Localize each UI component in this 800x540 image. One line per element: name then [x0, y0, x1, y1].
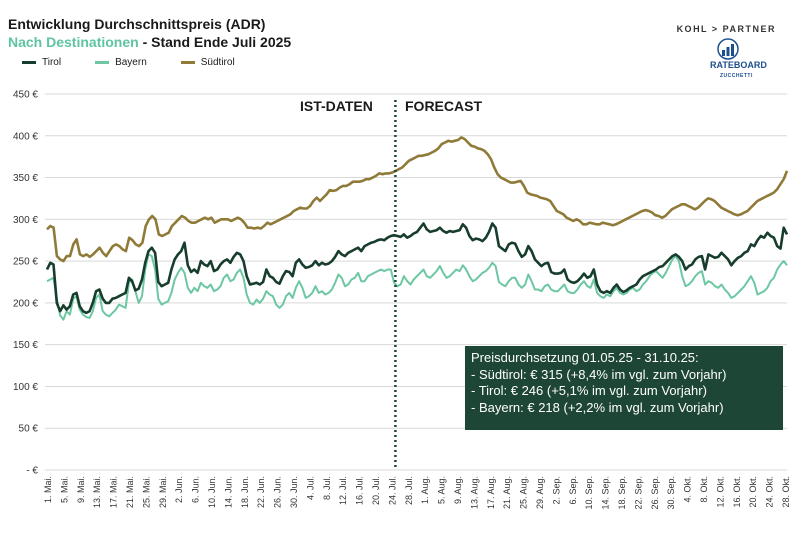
x-tick-label: 1. Mai. [43, 476, 53, 503]
y-tick-label: 50 € [19, 424, 39, 435]
x-tick-label: 9. Mai. [76, 476, 86, 503]
rateboard-logo-text: RATEBOARD [710, 60, 767, 70]
legend-label-suedtirol: Südtirol [200, 57, 235, 68]
x-tick-label: 17. Aug. [486, 476, 496, 509]
x-tick-label: 20. Jul. [371, 476, 381, 505]
x-tick-label: 20. Okt. [748, 476, 758, 508]
x-tick-label: 4. Jul. [305, 476, 315, 500]
series-line-suedtirol [46, 136, 789, 263]
x-tick-label: 18. Sep. [617, 476, 627, 510]
phase-label-forecast: FORECAST [405, 98, 482, 114]
summary-line-bayern: - Bayern: € 218 (+2,2% im vgl. zum Vorja… [471, 399, 724, 415]
x-tick-label: 28. Jul. [404, 476, 414, 505]
x-tick-label: 24. Okt. [765, 476, 775, 508]
x-tick-label: 6. Jun. [191, 476, 201, 503]
grid-lines [45, 93, 787, 471]
y-tick-label: 200 € [13, 298, 38, 309]
chart-title: Entwicklung Durchschnittspreis (ADR) [8, 16, 266, 32]
x-tick-label: 21. Mai. [125, 476, 135, 508]
legend-swatch-tirol [22, 61, 36, 64]
kohl-partner-logo: KOHL > PARTNER [676, 24, 776, 34]
y-tick-label: 150 € [13, 340, 38, 351]
summary-line-suedtirol: - Südtirol: € 315 (+8,4% im vgl. zum Vor… [471, 366, 727, 382]
legend-item-suedtirol: Südtirol [180, 57, 235, 68]
x-tick-label: 28. Okt. [781, 476, 791, 508]
y-tick-label: - € [26, 466, 38, 477]
summary-line-tirol: - Tirol: € 246 (+5,1% im vgl. zum Vorjah… [471, 383, 707, 398]
x-tick-label: 25. Aug. [519, 476, 529, 509]
price-summary-box: Preisdurchsetzung 01.05.25 - 31.10.25: -… [465, 346, 783, 430]
y-tick-label: 450 € [13, 90, 38, 101]
y-tick-label: 250 € [13, 257, 38, 268]
y-tick-label: 400 € [13, 131, 38, 142]
x-tick-label: 2. Jun. [174, 476, 184, 503]
y-tick-label: 100 € [13, 382, 38, 393]
x-tick-label: 26. Sep. [650, 476, 660, 510]
x-tick-label: 9. Aug. [453, 476, 463, 504]
chart-subtitle: Nach Destinationen - Stand Ende Juli 202… [8, 34, 291, 50]
legend-label-bayern: Bayern [115, 57, 147, 68]
x-tick-label: 5. Mai. [59, 476, 69, 503]
x-tick-label: 21. Aug. [502, 476, 512, 509]
subtitle-status: - Stand Ende Juli 2025 [138, 34, 292, 50]
x-tick-label: 22. Jun. [256, 476, 266, 508]
x-tick-label: 24. Jul. [387, 476, 397, 505]
legend-label-tirol: Tirol [42, 57, 62, 68]
x-tick-label: 14. Jun. [223, 476, 233, 508]
x-tick-label: 10. Sep. [584, 476, 594, 510]
legend-item-bayern: Bayern [95, 57, 147, 68]
phase-label-actual: IST-DATEN [300, 98, 373, 114]
x-tick-label: 12. Okt. [715, 476, 725, 508]
legend-swatch-bayern [95, 61, 110, 64]
legend: Tirol Bayern Südtirol [22, 57, 235, 68]
x-tick-label: 8. Okt. [699, 476, 709, 503]
summary-heading: Preisdurchsetzung 01.05.25 - 31.10.25: [471, 350, 699, 365]
rateboard-logo-subtext: ZUCCHETTI [720, 73, 753, 79]
x-tick-label: 30. Jun. [289, 476, 299, 508]
x-tick-label: 17. Mai. [109, 476, 119, 508]
x-axis-tick-labels: 1. Mai. 5. Mai. 9. Mai. 13. Mai. 17. Mai. 21.… [43, 476, 791, 510]
subtitle-destinations: Nach Destinationen [8, 34, 139, 50]
legend-swatch-suedtirol [180, 61, 195, 64]
x-tick-label: 10. Jun. [207, 476, 217, 508]
x-tick-label: 13. Aug. [469, 476, 479, 509]
legend-item-tirol: Tirol [22, 57, 61, 68]
x-tick-label: 8. Jul. [322, 476, 332, 500]
y-tick-label: 300 € [13, 215, 38, 226]
x-tick-label: 16. Okt. [732, 476, 742, 508]
x-tick-label: 29. Mai. [158, 476, 168, 508]
x-tick-label: 13. Mai. [92, 476, 102, 508]
x-tick-label: 30. Sep. [666, 476, 676, 510]
x-tick-label: 6. Sep. [568, 476, 578, 505]
x-tick-label: 18. Jun. [240, 476, 250, 508]
series-line-tirol [45, 222, 789, 315]
x-tick-label: 1. Aug. [420, 476, 430, 504]
x-tick-label: 25. Mai. [141, 476, 151, 508]
x-tick-label: 22. Sep. [633, 476, 643, 510]
x-tick-label: 16. Jul. [355, 476, 365, 505]
series-lines [45, 136, 789, 321]
y-tick-label: 350 € [13, 173, 38, 184]
x-tick-label: 26. Jun. [273, 476, 283, 508]
rateboard-logo-icon [717, 38, 739, 60]
x-tick-label: 14. Sep. [601, 476, 611, 510]
y-axis-tick-labels: - € 50 € 100 € 150 € 200 € 250 € 300 € 350 € 400… [13, 90, 38, 477]
x-tick-label: 29. Aug. [535, 476, 545, 509]
series-line-bayern [46, 253, 788, 321]
x-tick-label: 2. Sep. [551, 476, 561, 505]
x-tick-label: 4. Okt. [683, 476, 693, 503]
x-tick-label: 12. Jul. [338, 476, 348, 505]
x-tick-label: 5. Aug. [437, 476, 447, 504]
